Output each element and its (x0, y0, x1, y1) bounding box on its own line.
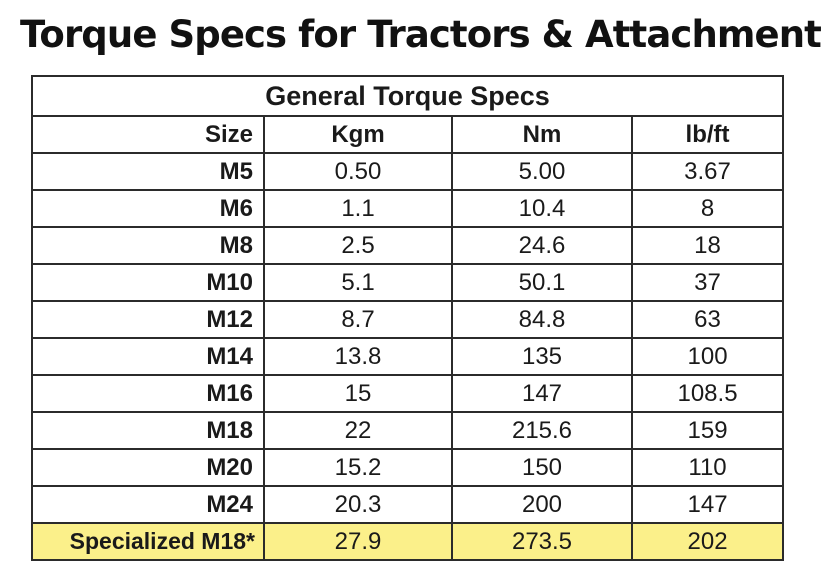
page-title: Torque Specs for Tractors & Attachments (20, 13, 821, 56)
nm-cell: 5.00 (451, 152, 633, 191)
table-row: M14 13.8 135 100 (31, 337, 785, 376)
lbft-cell: 3.67 (630, 152, 785, 191)
table-row: M12 8.7 84.8 63 (31, 300, 785, 339)
nm-cell: 200 (451, 485, 633, 524)
size-cell: M6 (31, 189, 265, 228)
table-row: M24 20.3 200 147 (31, 485, 785, 524)
size-cell: M10 (31, 263, 265, 302)
table-row: M8 2.5 24.6 18 (31, 226, 785, 265)
torque-specs-table: General Torque Specs Size Kgm Nm lb/ft M… (30, 75, 785, 561)
lbft-cell: 147 (630, 485, 785, 524)
kgm-cell: 8.7 (263, 300, 453, 339)
nm-cell: 135 (451, 337, 633, 376)
size-cell: M8 (31, 226, 265, 265)
lbft-cell: 63 (630, 300, 785, 339)
table-row: M20 15.2 150 110 (31, 448, 785, 487)
table-header-row: Size Kgm Nm lb/ft (31, 115, 785, 154)
highlight-row: Specialized M18* 27.9 273.5 202 (31, 522, 785, 561)
size-cell: Specialized M18* (31, 522, 265, 561)
table-caption-row: General Torque Specs (30, 75, 785, 117)
header-nm: Nm (451, 115, 633, 154)
table-row: M5 0.50 5.00 3.67 (31, 152, 785, 191)
table-caption: General Torque Specs (30, 75, 785, 117)
table-row: M18 22 215.6 159 (31, 411, 785, 450)
nm-cell: 147 (451, 374, 633, 413)
kgm-cell: 27.9 (263, 522, 453, 561)
nm-cell: 215.6 (451, 411, 633, 450)
header-size: Size (31, 115, 265, 154)
kgm-cell: 13.8 (263, 337, 453, 376)
kgm-cell: 0.50 (263, 152, 453, 191)
kgm-cell: 5.1 (263, 263, 453, 302)
lbft-cell: 18 (630, 226, 785, 265)
nm-cell: 24.6 (451, 226, 633, 265)
lbft-cell: 37 (630, 263, 785, 302)
lbft-cell: 110 (630, 448, 785, 487)
nm-cell: 150 (451, 448, 633, 487)
size-cell: M5 (31, 152, 265, 191)
lbft-cell: 8 (630, 189, 785, 228)
header-kgm: Kgm (263, 115, 453, 154)
nm-cell: 10.4 (451, 189, 633, 228)
kgm-cell: 20.3 (263, 485, 453, 524)
lbft-cell: 159 (630, 411, 785, 450)
kgm-cell: 15 (263, 374, 453, 413)
lbft-cell: 100 (630, 337, 785, 376)
table-row: M16 15 147 108.5 (31, 374, 785, 413)
kgm-cell: 1.1 (263, 189, 453, 228)
lbft-cell: 202 (630, 522, 785, 561)
nm-cell: 273.5 (451, 522, 633, 561)
size-cell: M14 (31, 337, 265, 376)
size-cell: M12 (31, 300, 265, 339)
size-cell: M18 (31, 411, 265, 450)
size-cell: M20 (31, 448, 265, 487)
lbft-cell: 108.5 (630, 374, 785, 413)
table-row: M6 1.1 10.4 8 (31, 189, 785, 228)
header-lbft: lb/ft (630, 115, 785, 154)
size-cell: M16 (31, 374, 265, 413)
kgm-cell: 2.5 (263, 226, 453, 265)
nm-cell: 84.8 (451, 300, 633, 339)
size-cell: M24 (31, 485, 265, 524)
kgm-cell: 22 (263, 411, 453, 450)
kgm-cell: 15.2 (263, 448, 453, 487)
nm-cell: 50.1 (451, 263, 633, 302)
table-row: M10 5.1 50.1 37 (31, 263, 785, 302)
